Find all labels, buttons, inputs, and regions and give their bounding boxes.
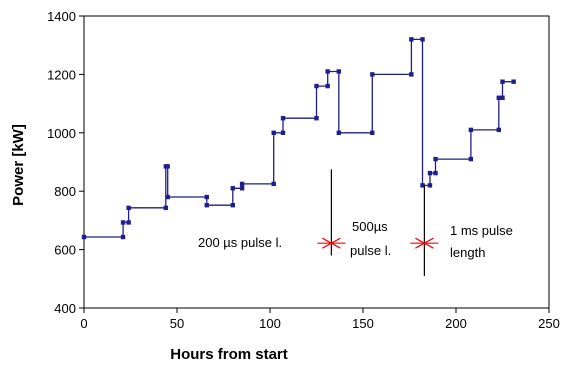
data-point <box>325 83 330 89</box>
data-point <box>500 79 505 84</box>
axis-ticks: 0 50 100 150 200 250 400 600 800 1000 1200 1400 <box>47 9 560 331</box>
x-tick-label: 200 <box>445 316 467 331</box>
data-point <box>468 127 474 133</box>
data-point <box>500 95 505 100</box>
x-tick-label: 250 <box>538 316 560 331</box>
y-tick-label: 1400 <box>47 9 76 24</box>
data-point <box>511 79 516 84</box>
data-point <box>420 183 425 188</box>
data-point <box>409 37 414 42</box>
x-axis-title: Hours from start <box>170 346 288 363</box>
data-point <box>314 83 319 89</box>
data-point <box>165 164 170 169</box>
plot-border <box>83 15 550 309</box>
x-tick-label: 50 <box>170 316 184 331</box>
data-point <box>468 156 474 162</box>
x-tick-label: 150 <box>352 316 374 331</box>
annotation-200us: 200 µs pulse l. <box>198 235 282 250</box>
data-point <box>120 234 126 240</box>
data-point <box>433 156 438 162</box>
annotation-500us-line2: pulse l. <box>350 243 391 258</box>
annotation-500us-line1: 500µs <box>352 219 388 234</box>
data-point <box>204 203 209 208</box>
x-tick-label: 0 <box>80 316 87 331</box>
data-point <box>433 170 438 176</box>
y-axis-title: Power [kW] <box>10 124 27 206</box>
y-tick-label: 1000 <box>47 126 76 141</box>
series-line <box>84 38 514 238</box>
annotation-1ms-line2: length <box>450 245 485 260</box>
data-point <box>230 203 235 208</box>
data-point <box>420 37 425 42</box>
data-point <box>126 205 131 211</box>
y-tick-label: 400 <box>54 301 76 316</box>
data-point <box>370 72 375 77</box>
y-tick-label: 800 <box>54 184 76 199</box>
data-point <box>336 130 342 135</box>
data-point <box>271 130 276 135</box>
data-point <box>336 69 342 74</box>
data-point <box>239 186 245 191</box>
data-point <box>230 186 235 191</box>
marker-cross-b <box>415 237 434 249</box>
data-point <box>427 183 433 188</box>
data-point <box>204 194 209 200</box>
x-tick-label: 100 <box>259 316 281 331</box>
data-point <box>496 95 501 100</box>
y-tick-label: 1200 <box>47 67 76 82</box>
plot-area <box>83 15 550 309</box>
data-point <box>325 69 330 74</box>
transition-markers <box>317 169 439 276</box>
data-point <box>165 194 170 200</box>
annotation-1ms-line1: 1 ms pulse <box>450 223 513 238</box>
marker-cross-b <box>322 237 341 249</box>
data-point <box>280 116 286 121</box>
data-point <box>427 170 433 176</box>
data-point <box>280 130 286 135</box>
data-point <box>126 220 131 225</box>
data-point <box>370 130 375 135</box>
data-point <box>81 234 87 240</box>
data-point <box>239 181 245 187</box>
data-point <box>409 72 414 77</box>
pulse-change-marker <box>317 237 346 249</box>
series-layer <box>81 37 516 240</box>
data-point <box>314 116 319 121</box>
data-point <box>496 127 501 133</box>
data-point <box>120 220 126 225</box>
data-point <box>163 205 169 211</box>
data-point <box>271 181 276 187</box>
y-tick-label: 600 <box>54 243 76 258</box>
pulse-change-marker <box>410 237 439 249</box>
